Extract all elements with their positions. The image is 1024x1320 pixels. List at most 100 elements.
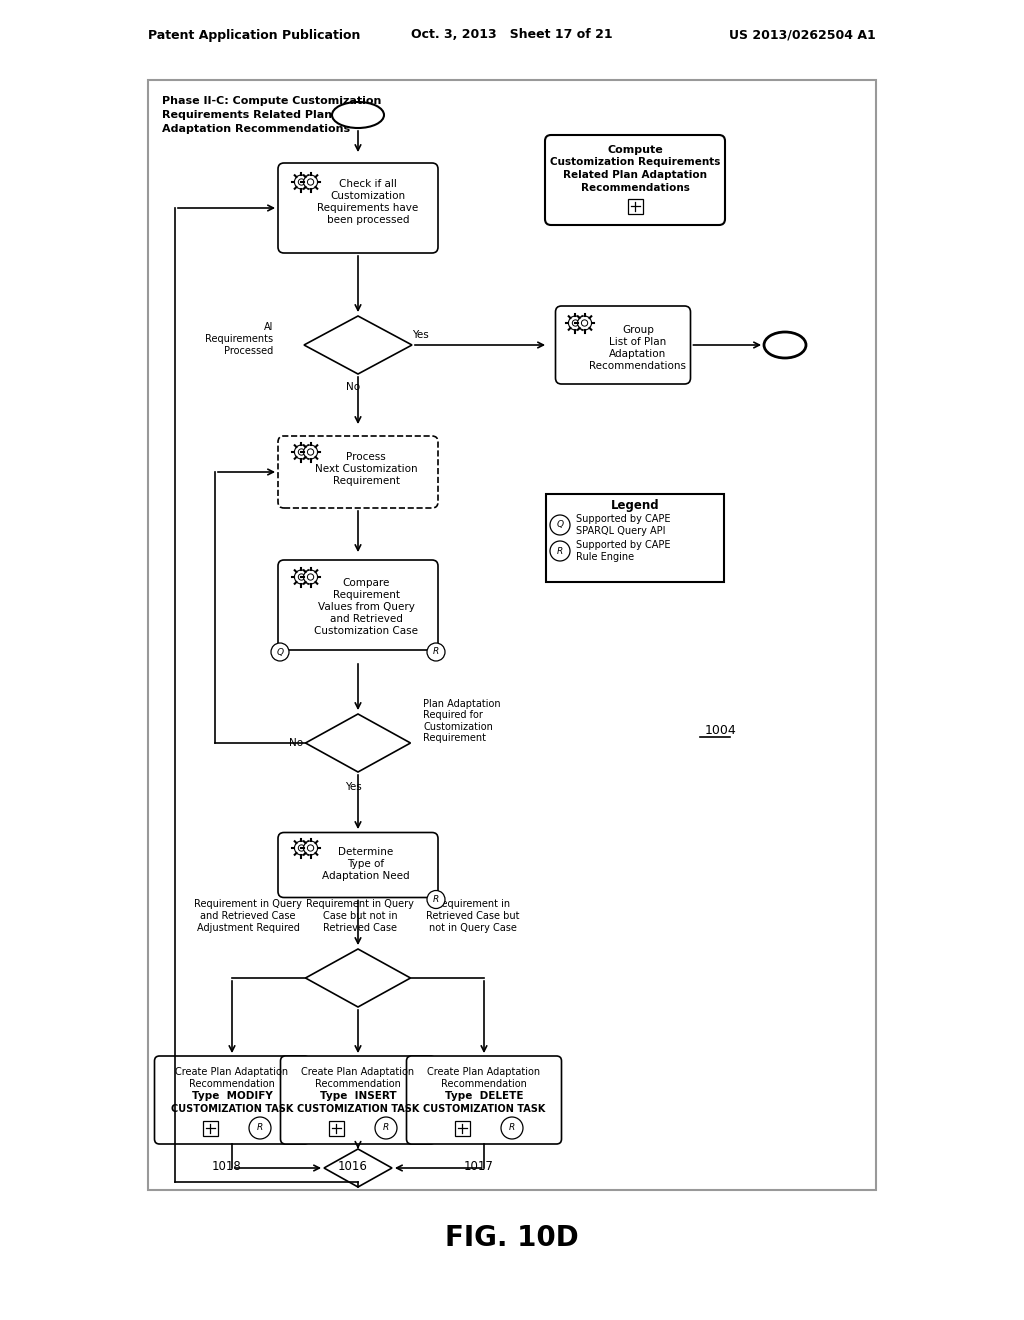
Text: Customization Requirements: Customization Requirements (550, 157, 720, 168)
Text: Type of: Type of (347, 859, 385, 869)
Bar (329, 1121, 343, 1135)
Circle shape (550, 515, 570, 535)
Text: Check if all: Check if all (339, 180, 397, 189)
Text: Recommendations: Recommendations (590, 360, 686, 371)
Text: Phase II-C: Compute Customization
Requirements Related Plan
Adaptation Recommend: Phase II-C: Compute Customization Requir… (162, 96, 381, 135)
Circle shape (307, 574, 313, 581)
Text: No: No (289, 738, 303, 748)
Circle shape (303, 570, 317, 583)
Text: 1018: 1018 (212, 1160, 242, 1173)
Text: FIG. 10D: FIG. 10D (445, 1224, 579, 1251)
Text: R: R (433, 895, 439, 904)
Circle shape (298, 574, 304, 581)
Bar (148, 81, 876, 1191)
Text: Values from Query: Values from Query (317, 602, 415, 612)
Polygon shape (305, 714, 411, 772)
Polygon shape (305, 949, 411, 1007)
Circle shape (568, 315, 583, 330)
Text: CUSTOMIZATION TASK: CUSTOMIZATION TASK (297, 1104, 419, 1114)
Circle shape (249, 1117, 271, 1139)
Text: R: R (383, 1123, 389, 1133)
Circle shape (572, 319, 579, 326)
Bar (628, 198, 642, 214)
Circle shape (550, 541, 570, 561)
Text: R: R (433, 648, 439, 656)
Bar (546, 494, 724, 582)
Circle shape (501, 1117, 523, 1139)
Circle shape (303, 445, 317, 459)
Circle shape (298, 845, 304, 851)
Bar (203, 1121, 217, 1135)
FancyBboxPatch shape (545, 135, 725, 224)
Text: R: R (557, 546, 563, 556)
Text: 1016: 1016 (338, 1160, 368, 1173)
Text: Patent Application Publication: Patent Application Publication (148, 29, 360, 41)
Text: Determine: Determine (338, 847, 393, 857)
FancyBboxPatch shape (407, 1056, 561, 1144)
FancyBboxPatch shape (278, 560, 438, 649)
Circle shape (307, 449, 313, 455)
Text: Customization Case: Customization Case (314, 626, 418, 636)
Text: Adaptation: Adaptation (609, 348, 667, 359)
Text: Plan Adaptation
Required for
Customization
Requirement: Plan Adaptation Required for Customizati… (423, 698, 501, 743)
Text: 1017: 1017 (464, 1160, 494, 1173)
Text: Type  INSERT: Type INSERT (319, 1092, 396, 1101)
Text: Type  MODIFY: Type MODIFY (191, 1092, 272, 1101)
Circle shape (427, 643, 445, 661)
Bar (455, 1121, 469, 1135)
Text: Recommendations: Recommendations (581, 183, 689, 193)
Text: CUSTOMIZATION TASK: CUSTOMIZATION TASK (423, 1104, 545, 1114)
FancyBboxPatch shape (555, 306, 690, 384)
Circle shape (303, 176, 317, 189)
Text: Yes: Yes (412, 330, 428, 341)
Ellipse shape (764, 333, 806, 358)
Text: Recommendation: Recommendation (441, 1078, 527, 1089)
FancyBboxPatch shape (278, 162, 438, 253)
Text: Create Plan Adaptation: Create Plan Adaptation (175, 1067, 289, 1077)
Circle shape (375, 1117, 397, 1139)
Circle shape (295, 445, 308, 459)
Text: Q: Q (556, 520, 563, 529)
FancyBboxPatch shape (278, 833, 438, 898)
Text: US 2013/0262504 A1: US 2013/0262504 A1 (729, 29, 876, 41)
Text: Oct. 3, 2013   Sheet 17 of 21: Oct. 3, 2013 Sheet 17 of 21 (412, 29, 612, 41)
Text: Requirement in Query
Case but not in
Retrieved Case: Requirement in Query Case but not in Ret… (306, 899, 414, 933)
Text: Supported by CAPE
Rule Engine: Supported by CAPE Rule Engine (575, 540, 671, 562)
Text: Requirement in Query
and Retrieved Case
Adjustment Required: Requirement in Query and Retrieved Case … (195, 899, 302, 933)
Text: and Retrieved: and Retrieved (330, 614, 402, 624)
Text: Create Plan Adaptation: Create Plan Adaptation (301, 1067, 415, 1077)
FancyBboxPatch shape (281, 1056, 435, 1144)
Text: Requirement: Requirement (333, 590, 399, 601)
Text: Requirement in
Retrieved Case but
not in Query Case: Requirement in Retrieved Case but not in… (426, 899, 520, 933)
Text: Create Plan Adaptation: Create Plan Adaptation (427, 1067, 541, 1077)
Circle shape (307, 845, 313, 851)
Circle shape (295, 176, 308, 189)
FancyBboxPatch shape (278, 436, 438, 508)
FancyBboxPatch shape (155, 1056, 309, 1144)
Text: Compare: Compare (342, 578, 390, 587)
Circle shape (271, 643, 289, 661)
Text: Next Customization: Next Customization (314, 465, 418, 474)
Circle shape (298, 178, 304, 185)
Polygon shape (304, 315, 412, 374)
Text: 1004: 1004 (705, 723, 736, 737)
Text: Requirement: Requirement (333, 477, 399, 486)
Ellipse shape (332, 102, 384, 128)
Text: Recommendation: Recommendation (315, 1078, 401, 1089)
Text: Yes: Yes (345, 781, 361, 792)
Text: Legend: Legend (610, 499, 659, 511)
Circle shape (298, 449, 304, 455)
Text: Compute: Compute (607, 145, 663, 154)
Text: No: No (346, 381, 360, 392)
Text: Q: Q (276, 648, 284, 656)
Text: Adaptation Need: Adaptation Need (323, 871, 410, 880)
Text: been processed: been processed (327, 215, 410, 224)
Text: R: R (257, 1123, 263, 1133)
Text: List of Plan: List of Plan (609, 337, 667, 347)
Text: Related Plan Adaptation: Related Plan Adaptation (563, 170, 707, 180)
Circle shape (295, 841, 308, 855)
Text: Requirements have: Requirements have (317, 203, 419, 213)
Polygon shape (324, 1148, 392, 1187)
Circle shape (307, 178, 313, 185)
Text: CUSTOMIZATION TASK: CUSTOMIZATION TASK (171, 1104, 293, 1114)
